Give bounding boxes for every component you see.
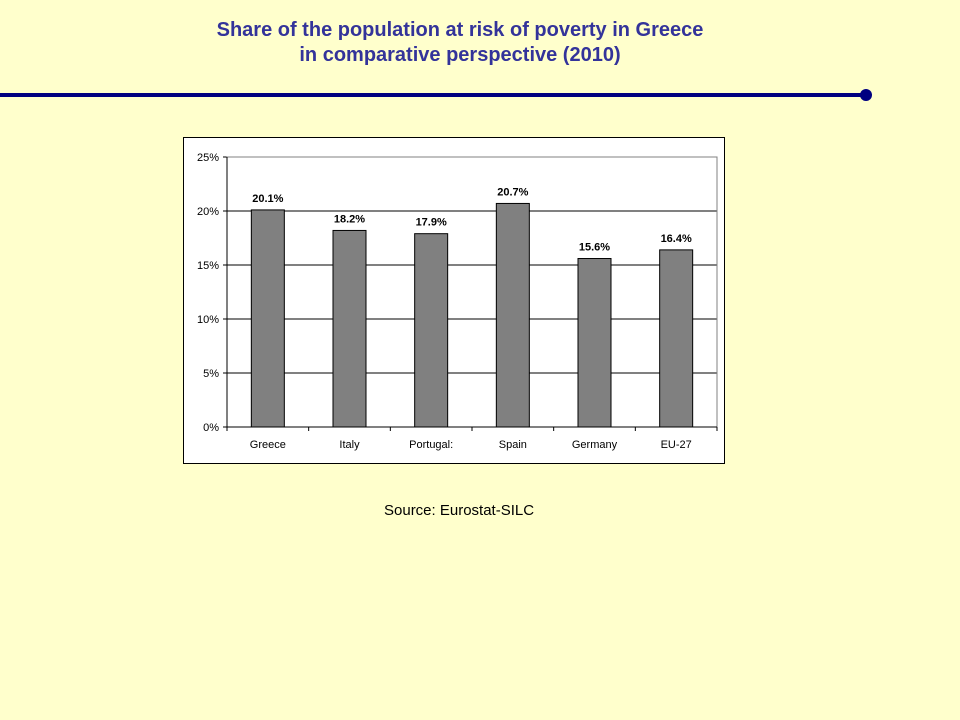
bar [577, 258, 612, 428]
chart-frame: 0% 5% 10% 15% 20% 25% 20.1% Greece 18.2% Italy 17.… [183, 137, 725, 464]
x-tick-label: Portugal: [409, 439, 453, 451]
bar [495, 202, 530, 428]
title-line-1: Share of the population at risk of pover… [216, 19, 704, 41]
x-tick-label: Spain [499, 439, 527, 451]
data-label: 20.1% [252, 193, 283, 205]
y-tick-label: 25% [197, 152, 219, 164]
x-tick-label: Germany [572, 439, 618, 451]
x-tick-label: EU-27 [661, 439, 692, 451]
y-tick-label: 10% [197, 314, 219, 326]
data-label: 18.2% [334, 213, 365, 225]
bar-chart: 0% 5% 10% 15% 20% 25% 20.1% Greece 18.2% Italy 17.… [197, 152, 718, 451]
x-tick-label: Italy [339, 439, 360, 451]
y-tick-label: 20% [197, 206, 219, 218]
y-tick-label: 5% [203, 368, 219, 380]
bar [332, 229, 367, 428]
data-label: 20.7% [497, 186, 528, 198]
bar [414, 233, 449, 428]
title-divider-line [0, 93, 866, 97]
y-tick-label: 0% [203, 422, 219, 434]
slide-title: Share of the population at risk of pover… [0, 18, 920, 68]
source-note: Source: Eurostat-SILC [384, 502, 535, 519]
data-label: 16.4% [661, 233, 692, 245]
bar [250, 209, 285, 428]
x-tick-label: Greece [250, 439, 286, 451]
plot-area [226, 156, 718, 428]
title-line-2: in comparative perspective (2010) [299, 44, 621, 66]
y-tick-label: 15% [197, 260, 219, 272]
divider-end-dot [860, 89, 872, 101]
bar [659, 249, 694, 428]
data-label: 17.9% [416, 217, 447, 229]
data-label: 15.6% [579, 242, 610, 254]
